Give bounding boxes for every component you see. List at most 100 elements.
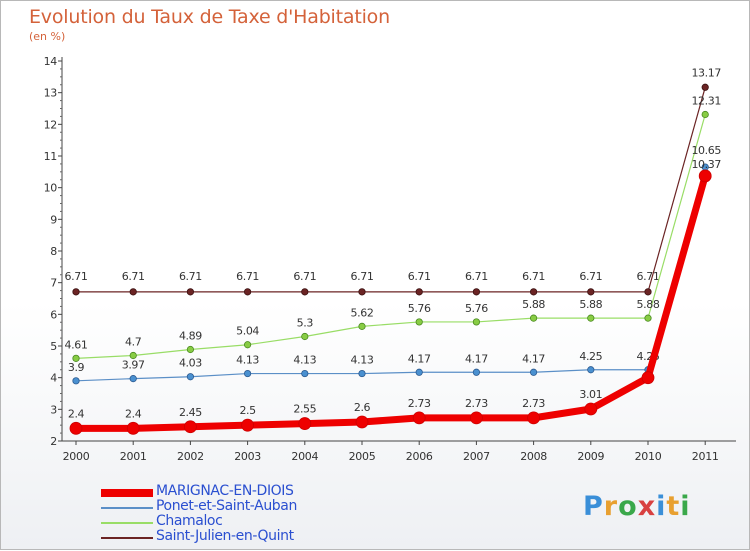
data-label: 5.88: [579, 298, 602, 311]
data-label: 2.73: [465, 397, 488, 410]
y-tick-label: 13: [44, 87, 58, 100]
series-line: [75, 113, 706, 359]
x-tick-label: 2008: [520, 450, 547, 463]
legend-swatch: [101, 507, 153, 509]
data-label: 4.13: [293, 354, 316, 367]
logo-letter: t: [666, 491, 681, 522]
data-label: 10.37: [691, 158, 721, 171]
data-label: 2.73: [408, 397, 431, 410]
data-point: [186, 288, 194, 296]
legend-swatch: [101, 489, 153, 497]
y-tick-label: 4: [50, 372, 57, 385]
data-point: [472, 318, 480, 326]
data-point: [529, 314, 538, 322]
series-marignac: 2.4 2.4 2.45 2.5 2.55 2.6 2.73 2.73 2.73 3.01 10.3…: [68, 158, 722, 435]
data-point: [587, 314, 595, 322]
y-tick-label: 6: [50, 308, 57, 321]
x-tick-label: 2007: [463, 450, 490, 463]
series-saint_julien: 6.71 6.71 6.71 6.71 6.71 6.71 6.71 6.71 6.71 6.71…: [65, 66, 722, 296]
data-point: [469, 411, 483, 425]
data-point: [186, 345, 194, 354]
data-point: [358, 322, 366, 330]
data-point: [129, 288, 137, 296]
y-tick-label: 3: [50, 403, 57, 416]
legend-label: Saint-Julien-en-Quint: [156, 528, 294, 544]
data-point: [415, 318, 423, 326]
data-label: 5.76: [408, 302, 431, 315]
data-label: 6.71: [408, 270, 431, 283]
y-tick-label: 14: [44, 55, 58, 68]
data-point: [472, 368, 480, 376]
data-label: 3.97: [122, 359, 145, 372]
data-label: 4.17: [465, 352, 488, 365]
data-label: 4.13: [236, 354, 259, 367]
data-label: 4.7: [125, 336, 142, 349]
data-label: 5.62: [351, 306, 374, 319]
x-tick-label: 2003: [234, 450, 261, 463]
data-point: [358, 369, 366, 378]
data-point: [415, 368, 423, 376]
data-point: [129, 375, 137, 383]
data-label: 6.71: [122, 270, 145, 283]
x-tick-label: 2000: [63, 450, 90, 463]
logo-letter: r: [603, 491, 619, 522]
data-point: [301, 332, 309, 341]
data-label: 6.71: [351, 270, 374, 283]
data-point: [241, 418, 255, 432]
data-label: 6.71: [179, 270, 202, 283]
series-line: [72, 172, 709, 432]
data-point: [584, 402, 598, 416]
y-tick-label: 12: [44, 118, 57, 131]
data-label: 5.76: [465, 302, 488, 315]
proxiti-logo: Proxiti: [583, 491, 691, 522]
series-line: [75, 166, 706, 382]
y-tick-label: 2: [50, 435, 57, 448]
data-point: [587, 288, 595, 296]
data-point: [529, 288, 538, 296]
y-tick-label: 7: [50, 277, 57, 290]
legend-label: Ponet-et-Saint-Auban: [156, 498, 297, 514]
legend-label: Chamaloc: [156, 513, 223, 529]
legend-swatch: [101, 537, 153, 539]
series-chamaloc: 4.61 4.7 4.89 5.04 5.3 5.62 5.76 5.76 5.88 5.88 5.…: [65, 95, 721, 362]
data-label: 10.65: [691, 144, 721, 157]
data-label: 6.71: [65, 270, 88, 283]
y-tick-label: 10: [44, 182, 58, 195]
data-point: [69, 421, 83, 435]
data-point: [415, 288, 423, 296]
data-point: [244, 288, 252, 296]
data-point: [701, 110, 709, 119]
y-tick-label: 8: [50, 245, 57, 258]
x-tick-label: 2010: [635, 450, 662, 463]
data-point: [644, 314, 652, 322]
data-point: [183, 420, 197, 434]
data-label: 13.17: [691, 66, 721, 79]
data-label: 4.17: [522, 352, 545, 365]
data-label: 2.4: [125, 407, 142, 420]
data-label: 4.25: [579, 350, 602, 363]
data-label: 4.03: [179, 357, 202, 370]
data-label: 2.4: [68, 407, 85, 420]
y-tick-label: 5: [50, 340, 57, 353]
data-point: [355, 415, 369, 429]
data-label: 6.71: [236, 270, 259, 283]
y-tick-label: 11: [44, 150, 57, 163]
data-point: [244, 341, 252, 349]
data-point: [527, 411, 540, 425]
data-label: 5.88: [637, 298, 660, 311]
data-point: [412, 411, 426, 425]
data-point: [298, 417, 312, 430]
data-label: 6.71: [637, 270, 660, 283]
legend-label: MARIGNAC-EN-DIOIS: [156, 483, 294, 499]
x-tick-label: 2005: [349, 450, 376, 463]
data-label: 2.45: [179, 406, 202, 419]
logo-letter: i: [680, 491, 691, 522]
data-label: 3.9: [68, 361, 85, 374]
data-point: [701, 83, 709, 91]
data-label: 4.89: [179, 329, 202, 342]
data-label: 4.17: [408, 352, 431, 365]
data-label: 2.55: [293, 403, 316, 416]
logo-letter: x: [637, 491, 657, 522]
